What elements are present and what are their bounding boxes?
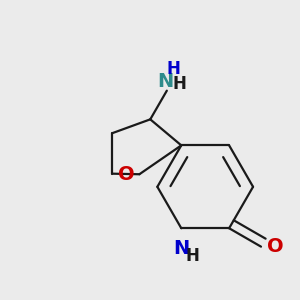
Text: H: H [173, 75, 187, 93]
Text: H: H [185, 247, 199, 265]
Text: N: N [157, 72, 173, 91]
Text: O: O [118, 165, 135, 184]
Text: N: N [173, 239, 189, 258]
Text: O: O [266, 237, 283, 256]
Text: H: H [167, 60, 180, 78]
